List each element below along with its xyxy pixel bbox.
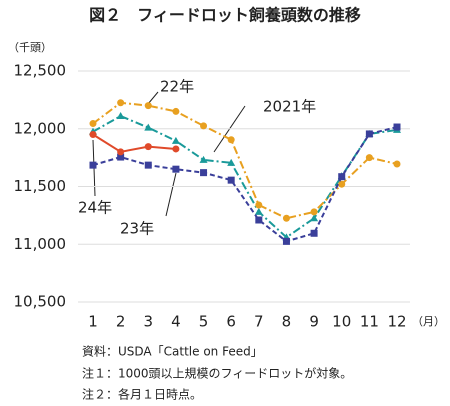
y-tick-label: 11,000 xyxy=(14,235,67,253)
chart-title: 図２ フィードロット飼養頭数の推移 xyxy=(89,6,361,25)
leader-line xyxy=(147,91,159,105)
point xyxy=(254,207,263,215)
point xyxy=(227,176,235,184)
x-tick-label: 3 xyxy=(143,313,153,331)
y-unit: （千頭） xyxy=(8,41,52,54)
point xyxy=(117,99,125,107)
point xyxy=(310,214,319,222)
point xyxy=(338,173,346,181)
x-tick-label: 12 xyxy=(387,313,406,331)
point xyxy=(227,136,235,144)
series-label: 24年 xyxy=(78,199,112,217)
y-tick-label: 12,000 xyxy=(14,119,67,137)
point xyxy=(89,161,97,169)
series-line xyxy=(92,114,398,239)
point xyxy=(144,143,152,151)
x-tick-label: 6 xyxy=(226,313,236,331)
x-unit: （月） xyxy=(412,315,445,328)
point xyxy=(365,130,373,138)
x-tick-label: 4 xyxy=(171,313,181,331)
note: 資料：USDA「Cattle on Feed」 xyxy=(82,345,263,359)
point xyxy=(144,123,153,131)
note: 注１：1000頭以上規模のフィードロットが対象。 xyxy=(82,366,352,381)
x-tick-label: 7 xyxy=(254,313,264,331)
series-label: 2021年 xyxy=(263,98,316,116)
note: 注２：各月１日時点。 xyxy=(82,387,202,402)
point xyxy=(393,160,401,168)
point xyxy=(172,107,180,115)
leader-line xyxy=(165,172,177,217)
point xyxy=(117,148,125,156)
point xyxy=(310,229,318,237)
x-tick-label: 8 xyxy=(282,313,292,331)
x-tick-label: 2 xyxy=(116,313,126,331)
point xyxy=(200,122,208,130)
point xyxy=(172,165,180,173)
point xyxy=(172,145,180,153)
point xyxy=(89,131,97,139)
y-tick-label: 10,500 xyxy=(14,293,67,311)
series-line xyxy=(92,101,398,220)
point xyxy=(338,180,346,188)
y-tick-label: 12,500 xyxy=(14,62,67,80)
x-tick-label: 10 xyxy=(332,313,351,331)
point xyxy=(282,214,290,222)
point xyxy=(255,216,263,224)
x-tick-label: 5 xyxy=(199,313,209,331)
series-label: 22年 xyxy=(160,78,194,96)
x-tick-label: 11 xyxy=(360,313,379,331)
y-tick-label: 11,500 xyxy=(14,177,67,195)
point xyxy=(171,136,180,144)
point xyxy=(255,201,263,209)
point xyxy=(117,153,125,161)
point xyxy=(89,120,97,128)
point xyxy=(199,155,208,163)
x-tick-label: 1 xyxy=(88,313,98,331)
point xyxy=(310,208,318,216)
series-line xyxy=(92,126,398,243)
series-label: 23年 xyxy=(120,220,154,238)
point xyxy=(200,169,208,177)
point xyxy=(116,112,125,120)
point xyxy=(227,158,236,166)
point xyxy=(393,123,401,131)
point xyxy=(144,161,152,169)
point xyxy=(144,102,152,110)
point xyxy=(365,154,373,162)
point xyxy=(282,237,290,245)
series-line xyxy=(92,133,176,153)
x-tick-label: 9 xyxy=(309,313,319,331)
